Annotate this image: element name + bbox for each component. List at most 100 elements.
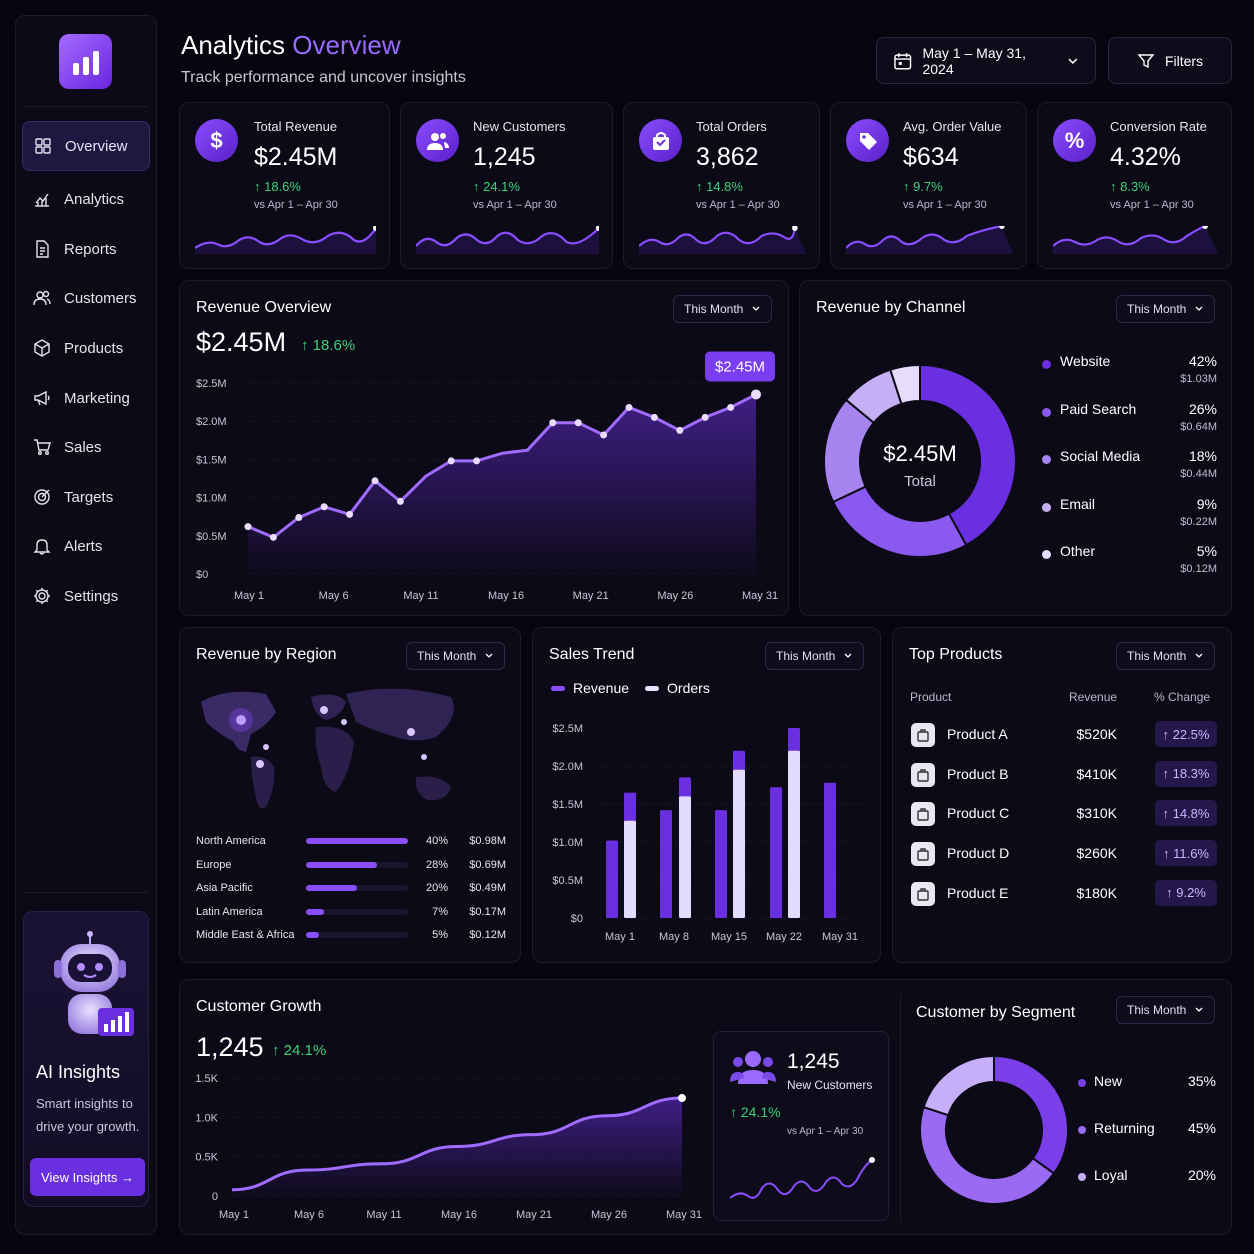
orders-bar[interactable] <box>679 796 691 918</box>
sidebar-item-alerts[interactable]: Alerts <box>22 521 150 571</box>
sidebar-item-analytics[interactable]: Analytics <box>22 174 150 224</box>
legend-item-email[interactable]: Email 9% $0.22M <box>1042 496 1217 536</box>
chevron-down-icon <box>485 653 493 658</box>
data-point[interactable] <box>650 413 658 421</box>
region-row: North America 40% $0.98M <box>196 832 506 852</box>
orders-bar[interactable] <box>733 769 745 918</box>
legend-item-website[interactable]: Website 42% $1.03M <box>1042 353 1217 393</box>
box-icon <box>34 339 50 357</box>
ai-insights-card: AI Insights Smart insights to drive your… <box>23 911 149 1207</box>
legend-pct: 5% <box>1196 543 1217 559</box>
data-point[interactable] <box>625 403 633 411</box>
legend-item-paid-search[interactable]: Paid Search 26% $0.64M <box>1042 401 1217 441</box>
y-tick-label: $1.0M <box>196 493 227 505</box>
data-point[interactable] <box>701 413 709 421</box>
channel-title: Revenue by Channel <box>816 299 966 316</box>
data-point[interactable] <box>295 513 303 521</box>
product-name: Product B <box>947 765 1009 782</box>
orders-bar[interactable] <box>788 750 800 918</box>
data-point[interactable] <box>727 403 735 411</box>
page-title-main: Analytics <box>181 30 293 60</box>
legend-item-new[interactable]: New 35% <box>1078 1073 1216 1113</box>
data-point[interactable] <box>396 497 404 505</box>
donut-center-value: $2.45M <box>883 441 957 466</box>
users-icon <box>416 119 459 162</box>
data-point[interactable] <box>574 419 582 427</box>
legend-item-returning[interactable]: Returning 45% <box>1078 1120 1216 1160</box>
product-row[interactable]: Product C $310K ↑ 14.8% <box>909 800 1217 828</box>
date-range-picker[interactable]: May 1 – May 31, 2024 <box>876 37 1096 84</box>
value-callout: $2.45M <box>705 351 775 382</box>
region-bar-fill <box>306 885 357 891</box>
region-bar <box>306 838 408 844</box>
sidebar-item-settings[interactable]: Settings <box>22 571 150 621</box>
chevron-down-icon <box>1195 653 1203 658</box>
product-row[interactable]: Product E $180K ↑ 9.2% <box>909 879 1217 908</box>
legend-item-other[interactable]: Other 5% $0.12M <box>1042 543 1217 583</box>
legend-dot <box>1078 1173 1086 1181</box>
legend-dot <box>1042 455 1051 464</box>
product-revenue: $260K <box>1076 845 1117 862</box>
period-dropdown[interactable]: This Month <box>1116 642 1216 670</box>
segment-slice[interactable] <box>993 1054 1069 1175</box>
revenue-bar[interactable] <box>770 787 782 918</box>
date-range-label: May 1 – May 31, 2024 <box>922 44 1026 77</box>
legend-item-social-media[interactable]: Social Media 18% $0.44M <box>1042 448 1217 488</box>
data-point[interactable] <box>678 1094 686 1103</box>
revenue-bar[interactable] <box>606 840 618 918</box>
channel-slice[interactable] <box>919 363 1017 547</box>
data-point[interactable] <box>676 426 684 434</box>
data-point[interactable] <box>269 533 277 541</box>
app-logo-icon[interactable] <box>59 34 112 89</box>
sidebar-item-overview[interactable]: Overview <box>22 121 150 171</box>
product-row[interactable]: Product A $520K ↑ 22.5% <box>909 721 1217 749</box>
filters-button[interactable]: Filters <box>1108 37 1232 84</box>
data-point[interactable] <box>751 389 761 400</box>
legend-amount: $0.12M <box>1180 563 1217 575</box>
region-name: North America <box>196 835 266 847</box>
revenue-bar[interactable] <box>824 782 836 918</box>
kpi-label: New Customers <box>473 119 566 134</box>
period-dropdown[interactable]: This Month <box>673 295 773 323</box>
mini-customers-change: ↑ 24.1% <box>730 1104 781 1120</box>
channel-slice[interactable] <box>831 485 968 558</box>
filters-label: Filters <box>1164 52 1204 69</box>
product-row[interactable]: Product B $410K ↑ 18.3% <box>909 760 1217 789</box>
segment-slice[interactable] <box>922 1054 995 1117</box>
product-name: Product D <box>947 845 1010 862</box>
data-point[interactable] <box>346 510 354 518</box>
sidebar-item-targets[interactable]: Targets <box>22 472 150 522</box>
period-dropdown[interactable]: This Month <box>765 642 865 670</box>
revenue-bar[interactable] <box>715 810 727 918</box>
data-point[interactable] <box>447 457 455 465</box>
sidebar-item-marketing[interactable]: Marketing <box>22 373 150 423</box>
data-point[interactable] <box>473 457 481 465</box>
sidebar-item-products[interactable]: Products <box>22 323 150 373</box>
data-point[interactable] <box>600 431 608 439</box>
orders-bar[interactable] <box>624 820 636 918</box>
data-point[interactable] <box>244 523 252 531</box>
view-insights-button[interactable]: View Insights → <box>30 1158 145 1196</box>
channel-donut-chart <box>823 363 1017 558</box>
segment-slice[interactable] <box>919 1105 1056 1205</box>
sidebar-item-customers[interactable]: Customers <box>22 273 150 323</box>
revenue-by-channel-card: Revenue by Channel This Month $2.45M Tot… <box>799 280 1232 616</box>
sidebar-item-sales[interactable]: Sales <box>22 422 150 472</box>
x-tick-label: May 31 <box>666 1209 702 1221</box>
data-point[interactable] <box>320 503 328 511</box>
data-point[interactable] <box>371 477 379 485</box>
x-tick-label: May 1 <box>234 590 264 602</box>
period-dropdown[interactable]: This Month <box>1116 295 1216 323</box>
x-tick-label: May 31 <box>742 590 778 602</box>
y-tick-label: 1.5K <box>195 1073 218 1085</box>
period-dropdown[interactable]: This Month <box>406 642 506 670</box>
data-point[interactable] <box>549 419 557 427</box>
legend-item-loyal[interactable]: Loyal 20% <box>1078 1167 1216 1207</box>
channel-slice[interactable] <box>889 363 921 406</box>
revenue-bar[interactable] <box>660 810 672 918</box>
kpi-change: ↑ 8.3% <box>1110 179 1150 194</box>
product-row[interactable]: Product D $260K ↑ 11.6% <box>909 840 1217 868</box>
period-label: This Month <box>1127 649 1187 663</box>
period-dropdown[interactable]: This Month <box>1116 996 1216 1024</box>
sidebar-item-reports[interactable]: Reports <box>22 224 150 274</box>
